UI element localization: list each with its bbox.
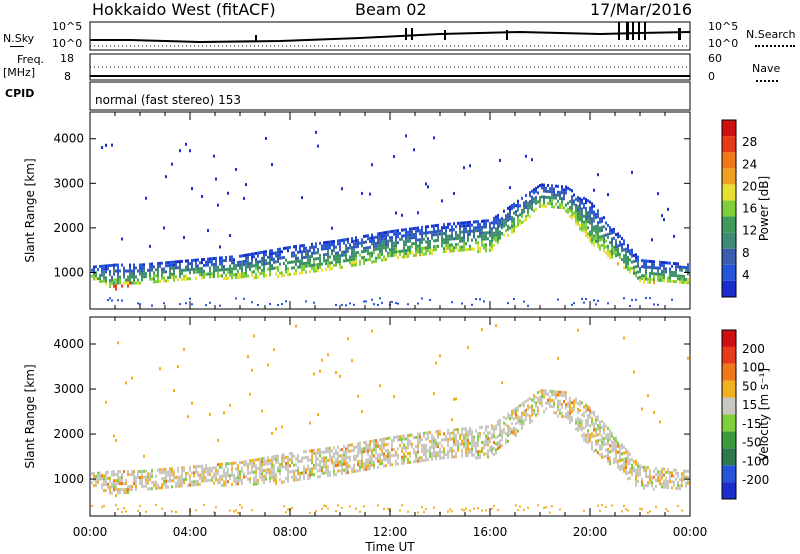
power-colorbar-tick: 8	[742, 246, 750, 260]
freq-label: Freq.	[17, 53, 45, 66]
freq-tick-top: 18	[60, 52, 74, 65]
cpid-label: CPID	[5, 87, 35, 100]
power-ytick-label: 2000	[53, 221, 84, 235]
vel-colorbar-cell	[722, 380, 736, 398]
vel-colorbar-frame	[721, 329, 737, 500]
vel-ytick-label: 4000	[53, 337, 84, 351]
x-tick-label: 04:00	[173, 525, 208, 539]
power-colorbar-tick: 28	[742, 135, 757, 149]
vel-ytick-label: 3000	[53, 382, 84, 396]
vel-colorbar-tick: 200	[742, 342, 765, 356]
power-colorbar-cell	[722, 136, 736, 153]
x-tick-label: 08:00	[273, 525, 308, 539]
vel-colorbar-cell	[722, 330, 736, 347]
vel-colorbar-cell	[722, 482, 736, 499]
nsky-panel	[89, 21, 691, 51]
freq-unit: [MHz]	[3, 66, 36, 79]
power-colorbar-cell	[722, 280, 736, 297]
station-title: Hokkaido West (fitACF)	[92, 0, 276, 19]
vel-colorbar-cell	[722, 448, 736, 466]
axes-overlay: 4000 3000 2000 1000 Slant Range [km] 28 24 20 16…	[23, 112, 771, 554]
x-tick-label: 00:00	[673, 525, 708, 539]
date-label: 17/Mar/2016	[590, 0, 693, 19]
nave-tick-bottom: 0	[708, 70, 715, 83]
nsky-spikes	[255, 22, 681, 41]
power-frame	[89, 111, 691, 310]
cpid-panel	[89, 81, 691, 111]
beam-label: Beam 02	[355, 0, 427, 19]
power-colorbar-frame	[721, 119, 737, 298]
x-tick-label: 16:00	[473, 525, 508, 539]
vel-colorbar-cell	[722, 346, 736, 364]
vel-colorbar-tick: 15	[742, 398, 757, 412]
vel-colorbar-cell	[722, 414, 736, 432]
vel-ytick-label: 1000	[53, 472, 84, 486]
power-scatter-cells	[91, 130, 689, 307]
power-colorbar-cell	[722, 168, 736, 185]
nsky-tick-top: 10^5	[52, 20, 83, 33]
vel-ytick-label: 2000	[53, 427, 84, 441]
power-colorbar-tick: 4	[742, 268, 750, 282]
x-tick-label: 12:00	[373, 525, 408, 539]
power-colorbar-tick: 20	[742, 179, 757, 193]
vel-colorbar-tick: -15	[742, 417, 762, 431]
nave-legend-line	[756, 80, 778, 82]
cpid-value: normal (fast stereo) 153	[95, 93, 242, 107]
vel-colorbar-tick: -100	[742, 454, 769, 468]
power-colorbar-tick: 24	[742, 157, 757, 171]
power-colorbar-cell	[722, 120, 736, 137]
vel-ylabel: Slant Range [km]	[23, 364, 37, 468]
vel-colorbar-cell	[722, 363, 736, 381]
power-colorbar-tick: 12	[742, 224, 757, 238]
nsearch-tick-bottom: 10^0	[708, 37, 739, 50]
freq-panel	[89, 53, 691, 81]
nave-tick-top: 60	[708, 52, 722, 65]
nsearch-tick-top: 10^5	[708, 20, 739, 33]
power-colorbar-cell	[722, 184, 736, 201]
power-colorbar-cell	[722, 152, 736, 169]
nave-label: Nave	[752, 62, 781, 75]
vel-colorbar-cell	[722, 397, 736, 415]
nsky-legend-line	[10, 46, 24, 47]
power-panel	[89, 111, 691, 310]
vel-scatter-cells	[91, 324, 689, 514]
nsearch-label: N.Search	[746, 28, 796, 41]
vel-colorbar-tick: 50	[742, 379, 757, 393]
vel-colorbar-cell	[722, 431, 736, 449]
nsky-curve	[90, 30, 691, 44]
x-tick-label: 00:00	[73, 525, 108, 539]
vel-colorbar-label: Velocity [m s⁻¹]	[757, 368, 771, 461]
nsky-label: N.Sky	[3, 32, 35, 45]
velocity-panel	[89, 316, 691, 517]
nsearch-legend-line	[755, 45, 795, 47]
power-ylabel: Slant Range [km]	[23, 158, 37, 262]
power-colorbar-cell	[722, 200, 736, 217]
x-tick-label: 20:00	[573, 525, 608, 539]
power-colorbar-cell	[722, 264, 736, 281]
power-colorbar-cell	[722, 232, 736, 249]
vel-colorbar-cell	[722, 465, 736, 483]
vel-colorbar-tick: -50	[742, 436, 762, 450]
vel-colorbar-tick: 100	[742, 361, 765, 375]
freq-tick-bottom: 8	[64, 70, 71, 83]
x-axis-label: Time UT	[364, 540, 415, 554]
power-ytick-label: 3000	[53, 176, 84, 190]
nsky-tick-bottom: 10^0	[52, 37, 83, 50]
power-colorbar-label: Power [dB]	[757, 176, 771, 241]
power-ytick-label: 1000	[53, 265, 84, 279]
vel-colorbar-tick: -200	[742, 473, 769, 487]
power-colorbar-tick: 16	[742, 202, 757, 216]
power-colorbar-cell	[722, 248, 736, 265]
power-colorbar-cell	[722, 216, 736, 233]
power-ytick-label: 4000	[53, 132, 84, 146]
